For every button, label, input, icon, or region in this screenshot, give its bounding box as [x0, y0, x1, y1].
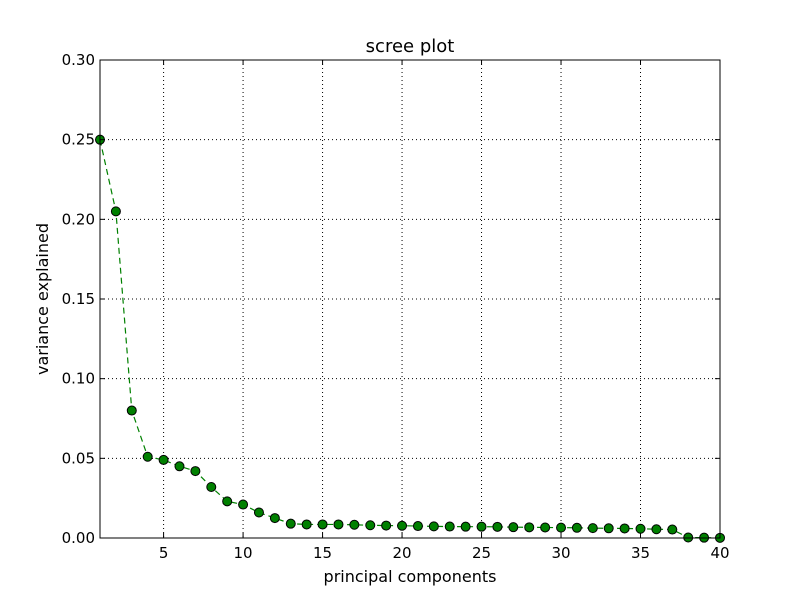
data-point: [365, 520, 376, 531]
data-point: [126, 405, 137, 416]
data-point: [333, 519, 344, 530]
x-tick-label: 30: [551, 544, 570, 562]
data-point: [397, 520, 408, 531]
x-tick-label: 40: [710, 544, 729, 562]
data-point: [381, 520, 392, 531]
data-point: [253, 507, 264, 518]
y-tick-label: 0.15: [62, 290, 95, 308]
x-tick-label: 5: [159, 544, 169, 562]
chart-title: scree plot: [366, 36, 455, 57]
y-tick-label: 0.05: [62, 449, 95, 467]
data-point: [619, 523, 630, 534]
y-tick-label: 0.25: [62, 131, 95, 149]
y-tick-label: 0.20: [62, 210, 95, 228]
data-point: [651, 524, 662, 535]
data-point: [158, 454, 169, 465]
data-point: [571, 522, 582, 533]
x-axis-label: principal components: [324, 567, 497, 586]
data-point: [460, 521, 471, 532]
data-point: [476, 521, 487, 532]
data-point: [603, 523, 614, 534]
data-point: [635, 523, 646, 534]
axis-ticks: 5 10 15 20 25 30 35 40 0.00 0.05 0.10 0.15 0.20 0.25 0…: [62, 51, 730, 562]
data-point: [524, 522, 535, 533]
y-axis-label: variance explained: [33, 223, 52, 375]
data-point: [317, 519, 328, 530]
y-tick-label: 0.30: [62, 51, 95, 69]
series-line: [99, 139, 721, 539]
data-point: [222, 496, 233, 507]
data-point: [667, 524, 678, 535]
data-point: [285, 518, 296, 529]
data-point: [492, 521, 503, 532]
data-point: [190, 466, 201, 477]
x-tick-label: 25: [472, 544, 491, 562]
data-point: [206, 482, 217, 493]
data-point: [587, 523, 598, 534]
data-point: [412, 521, 423, 532]
x-tick-label: 10: [234, 544, 253, 562]
y-tick-label: 0.10: [62, 370, 95, 388]
data-point: [540, 522, 551, 533]
x-tick-label: 20: [393, 544, 412, 562]
data-point: [556, 522, 567, 533]
data-point: [174, 461, 185, 472]
data-point: [301, 519, 312, 530]
data-point: [428, 521, 439, 532]
x-tick-label: 15: [313, 544, 332, 562]
data-point: [269, 513, 280, 524]
data-point: [444, 521, 455, 532]
data-point: [142, 451, 153, 462]
grid-lines: [100, 60, 720, 538]
data-point: [508, 522, 519, 533]
data-point: [238, 499, 249, 510]
data-point: [110, 206, 121, 217]
y-tick-label: 0.00: [62, 529, 95, 547]
data-point: [349, 519, 360, 530]
x-tick-label: 35: [631, 544, 650, 562]
